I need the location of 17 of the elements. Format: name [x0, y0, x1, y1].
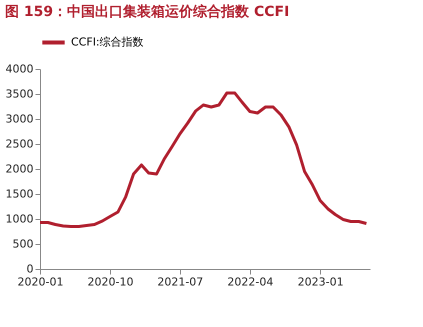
line-series — [38, 92, 368, 228]
x-tick-label: 2020-01 — [18, 276, 64, 288]
y-tick-label: 500 — [12, 238, 34, 250]
y-tick-label: 1000 — [6, 212, 34, 226]
legend-label: CCFI:综合指数 — [71, 36, 144, 48]
x-tick-label: 2022-04 — [227, 276, 274, 288]
x-tick-label: 2020-10 — [88, 276, 134, 288]
y-tick-label: 3000 — [6, 112, 34, 126]
y-tick-label: 1500 — [6, 188, 34, 200]
y-tick-label: 2000 — [6, 162, 34, 176]
y-tick-label: 3500 — [6, 88, 34, 100]
y-tick-label: 4000 — [6, 62, 34, 76]
x-tick-label: 2023-01 — [298, 276, 344, 288]
chart-title: 图 159：中国出口集装箱运价综合指数 CCFI — [5, 3, 290, 20]
x-tick-label: 2021-07 — [157, 276, 204, 288]
y-tick-label: 0 — [26, 262, 34, 276]
y-tick-label: 2500 — [6, 138, 34, 150]
